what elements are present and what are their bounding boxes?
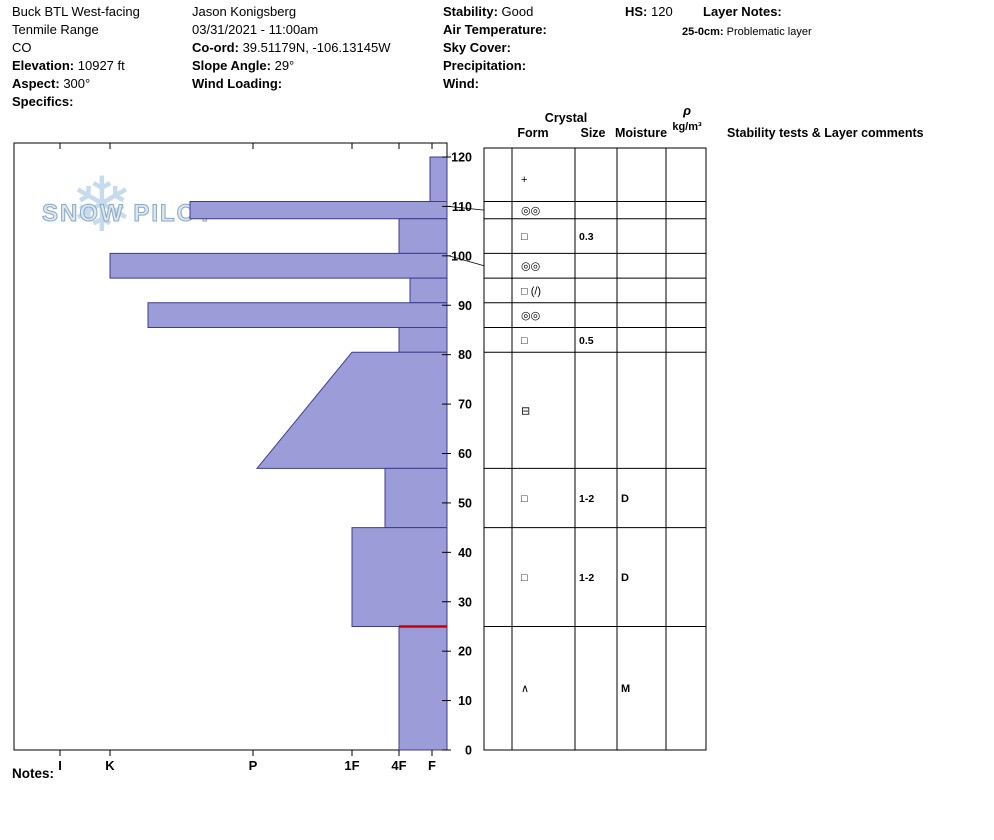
header-density-unit: kg/m³ (672, 121, 702, 133)
layer-bar-100.5-95.5cm (109, 252, 448, 279)
depth-tick-label: 80 (458, 348, 472, 362)
depth-tick-label: 100 (451, 249, 472, 263)
depth-tick-label: 60 (458, 447, 472, 461)
crystal-form: ⊟ (521, 405, 530, 417)
mountain-range: Tenmile Range (12, 22, 99, 37)
air-temp-line: Air Temperature: (443, 22, 547, 37)
wind-loading-line: Wind Loading: (192, 76, 283, 91)
layer-bar-111-107.5cm (189, 200, 448, 220)
hs-line: HS: 120 (625, 4, 673, 19)
depth-tick-label: 40 (458, 546, 472, 560)
wind-line: Wind: (443, 76, 479, 91)
layer-bar-80.5-57cm (255, 351, 448, 469)
precip-line: Precipitation: (443, 58, 527, 73)
layer-bar-90.5-85.5cm (147, 302, 448, 328)
leader-line (448, 206, 485, 211)
snowpilot-logo-text: SNOW PILOT (42, 200, 214, 228)
crystal-form: □ (521, 493, 528, 505)
depth-tick-label: 50 (458, 496, 472, 510)
hardness-label-P: P (249, 758, 258, 773)
notes-section: Notes: (12, 766, 55, 781)
crystal-form: □ (/) (521, 285, 541, 297)
crystal-size: 0.5 (579, 335, 594, 347)
header-comments: Stability tests & Layer comments (727, 126, 924, 140)
elevation-line: Elevation: 10927 ft (12, 58, 125, 73)
depth-tick-label: 20 (458, 645, 472, 659)
pit-name: Buck BTL West-facing (12, 4, 140, 19)
crystal-table-frame (483, 147, 707, 751)
layer-bar-120-111cm (429, 156, 448, 202)
layer-bar-45-25cm (351, 527, 448, 627)
depth-tick-label: 70 (458, 398, 472, 412)
layer-bar-85.5-80.5cm (398, 326, 448, 353)
snowpilot-logo: ❄ SNOW PILOT (40, 168, 230, 250)
header-form: Form (517, 126, 548, 140)
layer-moisture: D (621, 572, 629, 584)
crystal-form: ◎◎ (521, 261, 540, 273)
hardness-label-I: I (58, 758, 62, 773)
depth-tick-label: 10 (458, 694, 472, 708)
crystal-form: + (521, 174, 527, 186)
hardness-label-4F: 4F (391, 758, 406, 773)
layer-moisture: M (621, 683, 630, 695)
header-moisture: Moisture (615, 126, 667, 140)
leader-line (448, 255, 485, 267)
layer-bar-107.5-100.5cm (398, 218, 448, 254)
sky-cover-line: Sky Cover: (443, 40, 511, 55)
depth-tick-label: 120 (451, 151, 472, 165)
coordinates-line: Co-ord: 39.51179N, -106.13145W (192, 40, 391, 55)
layer-bar-95.5-90.5cm (409, 277, 448, 304)
observation-date: 03/31/2021 - 11:00am (192, 22, 319, 37)
header-size: Size (580, 126, 605, 140)
depth-tick-label: 90 (458, 299, 472, 313)
specifics-line: Specifics: (12, 94, 74, 109)
stability-line: Stability: Good (443, 4, 534, 19)
aspect-line: Aspect: 300° (12, 76, 91, 91)
hardness-label-1F: 1F (344, 758, 359, 773)
layer-notes-title: Layer Notes: (703, 4, 782, 19)
state: CO (12, 40, 32, 55)
hardness-label-F: F (428, 758, 436, 773)
depth-tick-label: 110 (452, 200, 472, 214)
crystal-form: ∧ (521, 683, 529, 695)
header-density-symbol: ρ (682, 103, 691, 118)
layer-bar-57-45cm (384, 467, 448, 529)
crystal-size: 0.3 (579, 231, 594, 243)
slope-angle-line: Slope Angle: 29° (192, 58, 295, 73)
crystal-form: ◎◎ (521, 205, 540, 217)
header-crystal: Crystal (545, 111, 587, 125)
crystal-form: ◎◎ (521, 310, 540, 322)
observer-name: Jason Konigsberg (192, 4, 297, 19)
crystal-form: □ (521, 231, 528, 243)
crystal-form: □ (521, 572, 528, 584)
crystal-size: 1-2 (579, 572, 594, 584)
crystal-size: 1-2 (579, 493, 594, 505)
hardness-label-K: K (105, 758, 115, 773)
layer-bar-25-0cm (398, 625, 448, 751)
depth-tick-label: 30 (458, 595, 472, 609)
crystal-form: □ (521, 335, 528, 347)
depth-tick-label: 0 (465, 744, 472, 758)
layer-note: 25-0cm: Problematic layer (682, 26, 812, 38)
snowflake-icon: ❄ (70, 163, 134, 248)
layer-moisture: D (621, 493, 629, 505)
